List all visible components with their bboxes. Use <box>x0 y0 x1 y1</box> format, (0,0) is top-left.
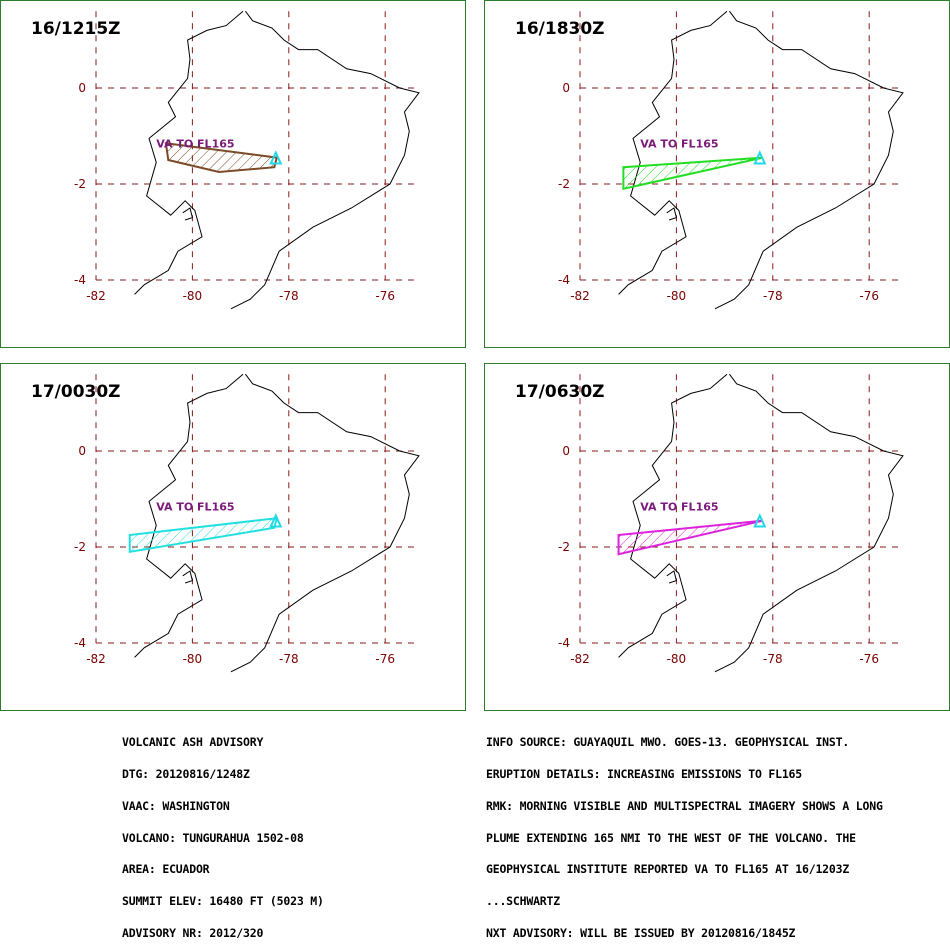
advisory-line: SUMMIT ELEV: 16480 FT (5023 M) <box>122 894 324 909</box>
coastline <box>714 373 904 673</box>
advisory-header-text: VOLCANIC ASH ADVISORY DTG: 20120816/1248… <box>122 716 324 949</box>
coastline <box>230 10 420 310</box>
latitude-tick-label: -2 <box>74 177 86 191</box>
latitude-tick-label: -4 <box>74 273 86 287</box>
island-outline <box>182 207 193 221</box>
forecast-time-label: 17/0630Z <box>515 382 605 402</box>
coastline <box>230 373 420 673</box>
ecuador-map: 0 -2 -4-82 -80 -78 -76 VA TO FL165 <box>558 10 904 310</box>
coastline <box>714 10 904 310</box>
longitude-tick-label: -78 <box>763 289 783 303</box>
coastline <box>134 373 244 658</box>
latitude-tick-label: 0 <box>78 444 86 458</box>
latitude-tick-label: -2 <box>558 540 570 554</box>
coastline <box>618 10 728 295</box>
volcano-icon <box>269 150 283 165</box>
latitude-tick-label: 0 <box>562 81 570 95</box>
map-panel-1: 0 -2 -4 -82 -80 -78 -76 VA TO FL165 16/1215Z <box>0 0 466 348</box>
ash-plume-area <box>617 519 764 556</box>
advisory-line: ADVISORY NR: 2012/320 <box>122 925 264 940</box>
longitude-tick-label: -80 <box>183 289 203 303</box>
ash-plume-area <box>128 517 279 553</box>
longitude-tick-label: -78 <box>763 652 783 666</box>
longitude-tick-label: -80 <box>667 289 687 303</box>
advisory-line: ...SCHWARTZ <box>486 894 560 909</box>
latitude-tick-label: 0 <box>78 81 86 95</box>
longitude-tick-label: -76 <box>859 289 879 303</box>
volcano-icon <box>753 150 767 165</box>
longitude-tick-label: -76 <box>375 289 395 303</box>
ash-height-label: VA TO FL165 <box>640 501 718 514</box>
advisory-line: ERUPTION DETAILS: INCREASING EMISSIONS T… <box>486 766 803 781</box>
latitude-tick-label: -4 <box>558 636 570 650</box>
coastline <box>134 10 244 295</box>
island-outline <box>666 570 677 584</box>
longitude-tick-label: -82 <box>570 652 590 666</box>
advisory-line: GEOPHYSICAL INSTITUTE REPORTED VA TO FL1… <box>486 862 850 877</box>
map-panel-3: 0 -2 -4 -82 -80 -78 -76 VA TO FL165 17/0030Z <box>0 363 466 711</box>
island-outline <box>182 570 193 584</box>
advisory-details-text: INFO SOURCE: GUAYAQUIL MWO. GOES-13. GEO… <box>486 716 883 949</box>
longitude-tick-label: -80 <box>667 652 687 666</box>
latitude-tick-label: -4 <box>74 636 86 650</box>
volcano-icon <box>269 513 283 528</box>
ecuador-map: 0 -2 -4-82 -80 -78 -76 VA TO FL165 <box>74 373 420 673</box>
forecast-time-label: 16/1215Z <box>31 19 121 39</box>
advisory-line: PLUME EXTENDING 165 NMI TO THE WEST OF T… <box>486 830 856 845</box>
longitude-tick-label: -78 <box>279 289 299 303</box>
longitude-tick-label: -80 <box>183 652 203 666</box>
ecuador-map: 0 -2 -4-82 -80 -78 -76 VA TO FL165 <box>74 10 420 310</box>
longitude-tick-label: -82 <box>86 652 106 666</box>
advisory-line: RMK: MORNING VISIBLE AND MULTISPECTRAL I… <box>486 798 883 813</box>
advisory-line: INFO SOURCE: GUAYAQUIL MWO. GOES-13. GEO… <box>486 735 850 750</box>
ash-height-label: VA TO FL165 <box>156 501 234 514</box>
longitude-tick-label: -76 <box>859 652 879 666</box>
island-outline <box>666 207 677 221</box>
latitude-tick-label: -2 <box>74 540 86 554</box>
longitude-tick-label: -82 <box>570 289 590 303</box>
map-panel-4: 0 -2 -4 -82 -80 -78 -76 VA TO FL165 17/0630Z <box>484 363 950 711</box>
ash-plume-area <box>622 156 764 191</box>
ash-plume-area <box>164 142 278 174</box>
longitude-tick-label: -82 <box>86 289 106 303</box>
advisory-line: VAAC: WASHINGTON <box>122 798 230 813</box>
latitude-tick-label: -2 <box>558 177 570 191</box>
ecuador-map: 0 -2 -4-82 -80 -78 -76 VA TO FL165 <box>558 373 904 673</box>
forecast-time-label: 16/1830Z <box>515 19 605 39</box>
latitude-tick-label: -4 <box>558 273 570 287</box>
ash-height-label: VA TO FL165 <box>640 138 718 151</box>
advisory-line: NXT ADVISORY: WILL BE ISSUED BY 20120816… <box>486 925 796 940</box>
volcano-icon <box>753 513 767 528</box>
latitude-tick-label: 0 <box>562 444 570 458</box>
advisory-line: VOLCANIC ASH ADVISORY <box>122 735 264 750</box>
advisory-line: DTG: 20120816/1248Z <box>122 766 250 781</box>
coastline <box>618 373 728 658</box>
advisory-line: AREA: ECUADOR <box>122 862 210 877</box>
forecast-time-label: 17/0030Z <box>31 382 121 402</box>
ash-height-label: VA TO FL165 <box>156 138 234 151</box>
longitude-tick-label: -78 <box>279 652 299 666</box>
map-panel-2: 0 -2 -4 -82 -80 -78 -76 VA TO FL165 16/1830Z <box>484 0 950 348</box>
advisory-line: VOLCANO: TUNGURAHUA 1502-08 <box>122 830 304 845</box>
longitude-tick-label: -76 <box>375 652 395 666</box>
